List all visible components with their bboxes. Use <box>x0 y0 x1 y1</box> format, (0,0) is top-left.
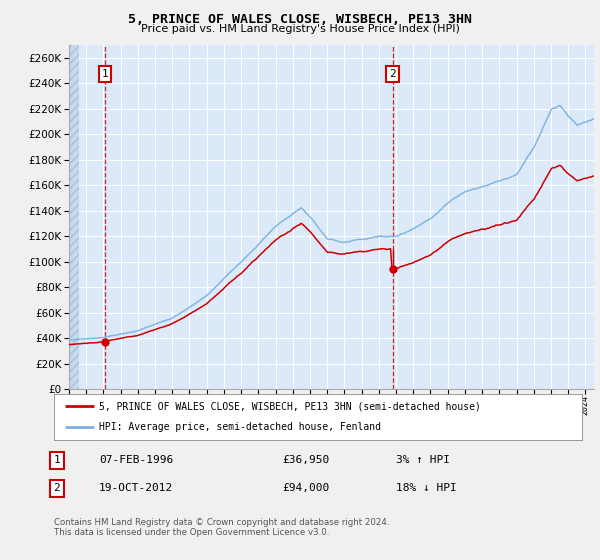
Text: 2: 2 <box>53 483 61 493</box>
Text: 3% ↑ HPI: 3% ↑ HPI <box>396 455 450 465</box>
Text: 1: 1 <box>102 69 109 79</box>
Text: 1: 1 <box>53 455 61 465</box>
Text: £36,950: £36,950 <box>282 455 329 465</box>
Text: 18% ↓ HPI: 18% ↓ HPI <box>396 483 457 493</box>
Bar <box>69 45 79 389</box>
Text: Price paid vs. HM Land Registry's House Price Index (HPI): Price paid vs. HM Land Registry's House … <box>140 24 460 34</box>
Text: 19-OCT-2012: 19-OCT-2012 <box>99 483 173 493</box>
Text: 2: 2 <box>389 69 396 79</box>
Text: £94,000: £94,000 <box>282 483 329 493</box>
Text: HPI: Average price, semi-detached house, Fenland: HPI: Average price, semi-detached house,… <box>99 422 381 432</box>
Text: 5, PRINCE OF WALES CLOSE, WISBECH, PE13 3HN (semi-detached house): 5, PRINCE OF WALES CLOSE, WISBECH, PE13 … <box>99 401 481 411</box>
Text: 07-FEB-1996: 07-FEB-1996 <box>99 455 173 465</box>
Text: Contains HM Land Registry data © Crown copyright and database right 2024.
This d: Contains HM Land Registry data © Crown c… <box>54 518 389 538</box>
Text: 5, PRINCE OF WALES CLOSE, WISBECH, PE13 3HN: 5, PRINCE OF WALES CLOSE, WISBECH, PE13 … <box>128 13 472 26</box>
